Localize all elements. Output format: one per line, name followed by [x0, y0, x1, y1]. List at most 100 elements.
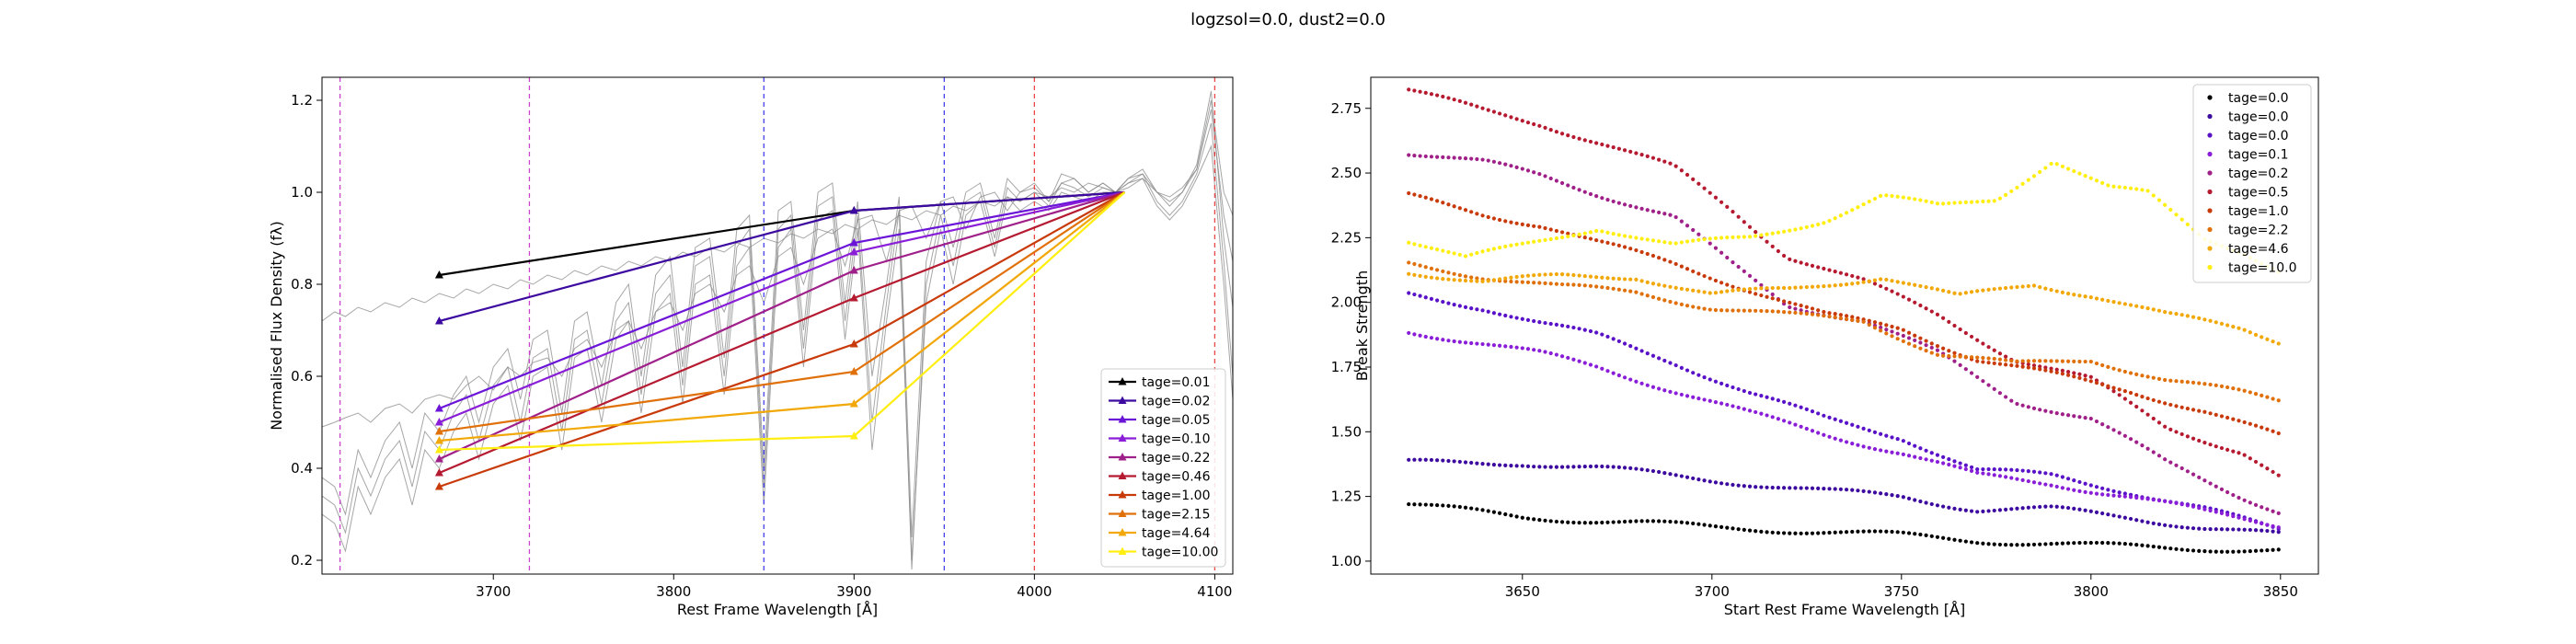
break-point — [2225, 385, 2230, 390]
break-point — [2031, 406, 2037, 410]
break-point — [1571, 134, 1576, 140]
break-point — [1548, 128, 1553, 132]
break-point — [2237, 326, 2241, 330]
break-y-tick-label: 1.50 — [1331, 423, 1362, 440]
break-point — [2140, 496, 2145, 500]
break-point — [1696, 305, 1701, 310]
break-point — [1532, 170, 1536, 175]
break-point — [1559, 272, 1565, 277]
break-point — [2276, 530, 2281, 535]
break-point — [1810, 263, 1815, 268]
break-point — [1514, 165, 1519, 169]
break-point — [1781, 285, 1787, 291]
break-point — [1679, 168, 1684, 173]
break-point — [1765, 286, 1769, 291]
break-point — [2208, 527, 2213, 532]
break-point — [1742, 220, 1746, 224]
break-point — [2163, 202, 2168, 207]
break-point — [1532, 348, 1536, 352]
break-point — [1708, 523, 1712, 528]
break-point — [1986, 466, 1991, 472]
break-point — [1963, 508, 1968, 512]
break-point — [2026, 359, 2030, 363]
break-point — [1418, 502, 1422, 507]
break-point — [1429, 275, 1434, 280]
break-point — [1475, 461, 1479, 466]
break-point — [1463, 254, 1468, 259]
break-point — [1872, 320, 1878, 325]
legend-marker — [1118, 509, 1127, 517]
break-point — [2111, 184, 2116, 189]
break-point — [1566, 355, 1570, 361]
break-point — [1850, 208, 1855, 213]
break-point — [1559, 520, 1565, 524]
break-point — [2043, 166, 2048, 170]
break-point — [1981, 341, 1985, 346]
break-point — [1708, 276, 1712, 281]
break-point — [2049, 542, 2053, 546]
break-point — [1788, 420, 1792, 425]
break-point — [1799, 260, 1803, 265]
break-point — [1435, 155, 1440, 159]
break-point — [1992, 348, 1996, 352]
break-point — [2265, 547, 2270, 553]
break-point — [1441, 277, 1445, 282]
break-point — [1929, 345, 1934, 351]
break-point — [1992, 466, 1996, 472]
break-point — [1622, 277, 1627, 282]
break-point — [2219, 445, 2225, 451]
break-point — [1645, 154, 1650, 158]
break-point — [2134, 187, 2139, 191]
break-point — [1856, 275, 1860, 280]
break-point — [1463, 340, 1468, 345]
break-point — [1793, 302, 1798, 306]
break-point — [1418, 293, 1422, 298]
break-point — [2248, 421, 2252, 426]
break-point — [1616, 201, 1621, 205]
break-point — [1475, 279, 1479, 283]
break-point — [1662, 519, 1667, 523]
break-point — [1554, 282, 1558, 286]
break-point — [1452, 459, 1456, 464]
break-point — [1628, 235, 1633, 239]
break-point — [2128, 186, 2133, 190]
break-point — [1918, 499, 1923, 504]
break-point — [1958, 466, 1962, 470]
break-point — [1713, 400, 1719, 405]
break-point — [2208, 481, 2213, 486]
break-point — [1890, 289, 1894, 293]
break-point — [2106, 425, 2110, 430]
break-point — [1543, 281, 1547, 285]
legend-entry: tage=0.05 — [1142, 413, 1210, 428]
break-point — [1600, 196, 1604, 201]
legend-marker — [1118, 415, 1127, 423]
break-point — [2038, 481, 2042, 486]
break-point — [2168, 546, 2173, 551]
break-point — [1725, 402, 1730, 408]
break-point — [2049, 366, 2053, 371]
break-point — [1725, 308, 1730, 313]
break-point — [1804, 305, 1809, 309]
break-point — [2117, 514, 2122, 519]
break-point — [1884, 529, 1889, 534]
break-point — [1827, 434, 1832, 439]
break-point — [2083, 540, 2087, 546]
break-point — [2083, 508, 2087, 512]
break-point — [2179, 466, 2184, 471]
break-point — [1423, 295, 1428, 300]
break-point — [1566, 183, 1570, 188]
break-point — [2208, 549, 2213, 554]
break-point — [1906, 282, 1912, 286]
break-point — [1662, 240, 1667, 245]
break-point — [1679, 474, 1684, 478]
break-point — [1890, 493, 1894, 498]
break-point — [1759, 293, 1764, 298]
break-point — [1423, 334, 1428, 339]
break-point — [2060, 505, 2064, 510]
break-point — [1639, 292, 1644, 296]
break-point — [1906, 196, 1912, 201]
break-point — [1582, 190, 1587, 194]
break-point — [1992, 473, 1996, 477]
break-point — [1969, 371, 1974, 375]
break-point — [1480, 279, 1485, 284]
